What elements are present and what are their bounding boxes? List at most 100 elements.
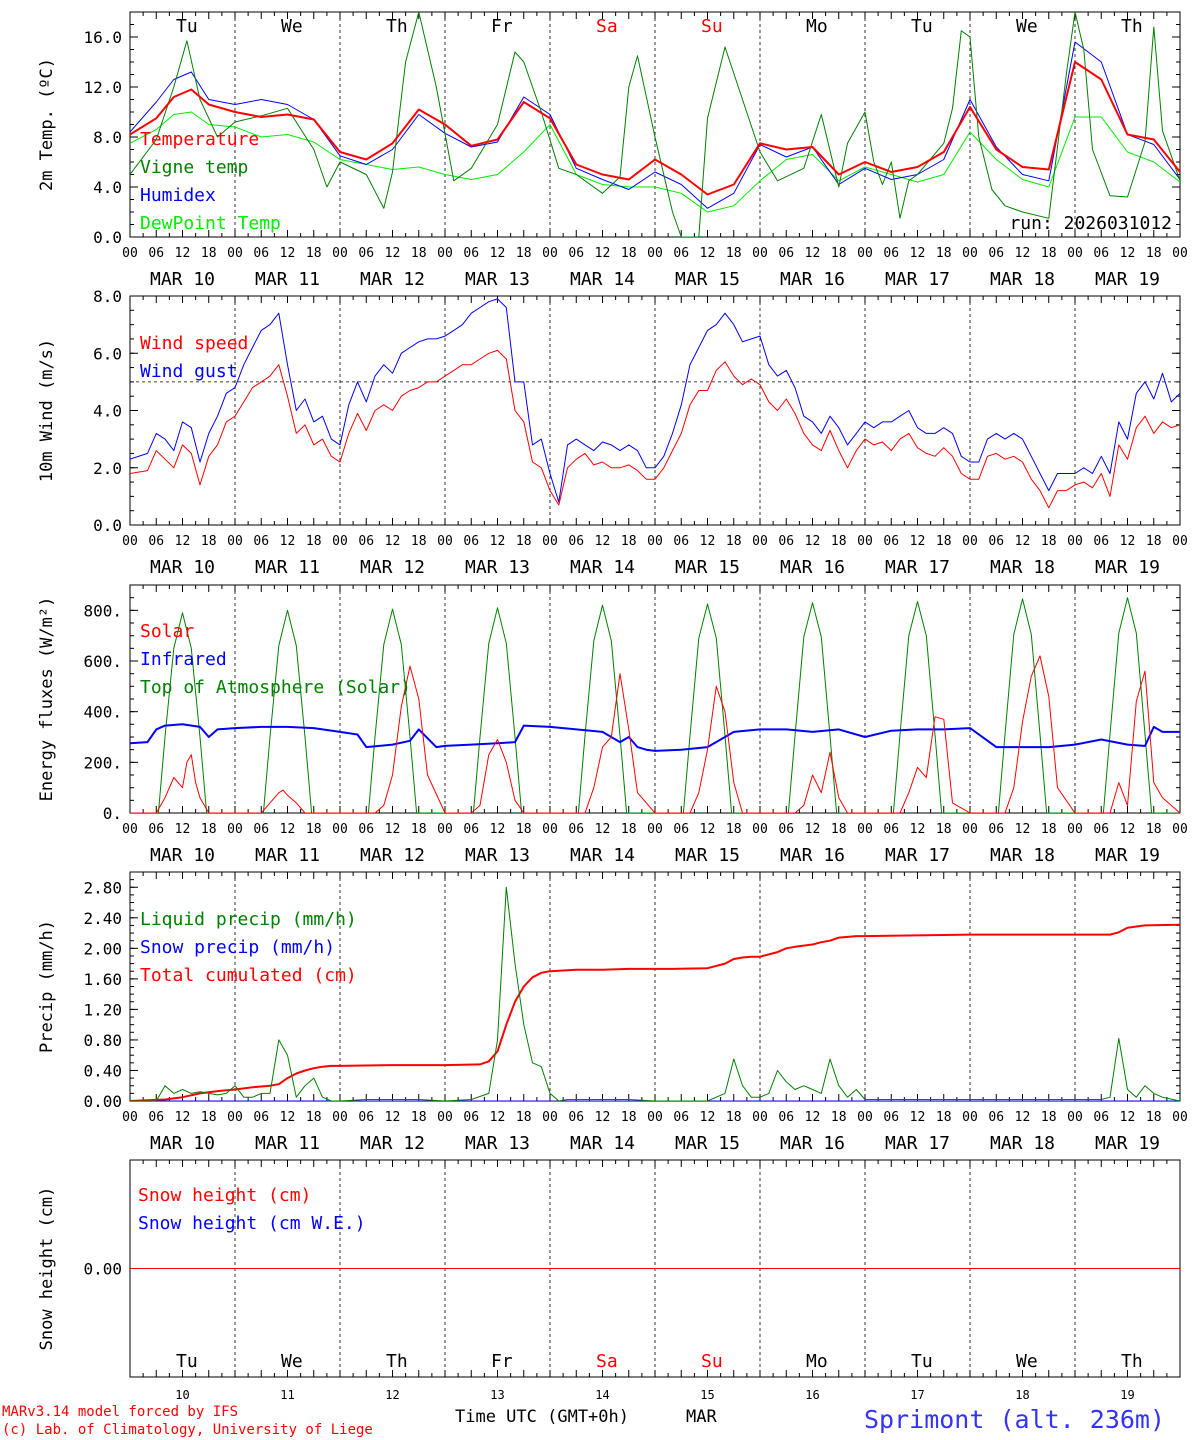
day-label: Fr — [491, 1351, 513, 1372]
hour-tick-label: 00 — [1172, 822, 1188, 837]
hour-tick-label: 06 — [883, 1110, 899, 1125]
hour-tick-label: 00 — [332, 1110, 348, 1125]
legend-entry: Snow height (cm W.E.) — [138, 1213, 366, 1234]
day-number-label: 14 — [595, 1388, 609, 1402]
y-tick-label: 1.60 — [83, 970, 122, 989]
day-label: Mo — [806, 1351, 828, 1372]
day-label: Sa — [596, 16, 618, 37]
hour-tick-label: 18 — [726, 534, 742, 549]
hour-tick-label: 06 — [988, 822, 1004, 837]
hour-tick-label: 00 — [332, 534, 348, 549]
date-label: MAR 11 — [255, 269, 320, 290]
date-label: MAR 15 — [675, 845, 740, 866]
y-axis-label: Snow height (cm) — [37, 1187, 57, 1351]
hour-tick-label: 18 — [411, 822, 427, 837]
series-total-cumulated-cm- — [130, 923, 1180, 1101]
x-axis-label: Time UTC (GMT+0h) — [455, 1407, 629, 1427]
hour-tick-label: 12 — [1015, 246, 1031, 261]
hour-tick-label: 18 — [516, 1110, 532, 1125]
hour-tick-label: 12 — [1120, 1110, 1136, 1125]
hour-tick-label: 00 — [122, 246, 138, 261]
hour-tick-label: 18 — [936, 534, 952, 549]
hour-tick-label: 12 — [700, 822, 716, 837]
hour-tick-label: 06 — [463, 822, 479, 837]
hour-tick-label: 06 — [568, 822, 584, 837]
hour-tick-label: 06 — [568, 1110, 584, 1125]
hour-tick-label: 00 — [1172, 246, 1188, 261]
series-solar — [130, 655, 1180, 813]
hour-tick-label: 12 — [1015, 822, 1031, 837]
hour-tick-label: 06 — [778, 1110, 794, 1125]
hour-tick-label: 12 — [490, 1110, 506, 1125]
hour-tick-label: 18 — [726, 822, 742, 837]
hour-tick-label: 06 — [778, 246, 794, 261]
hour-tick-label: 18 — [726, 1110, 742, 1125]
date-label: MAR 18 — [990, 845, 1055, 866]
y-tick-label: 8.0 — [93, 287, 122, 306]
hour-tick-label: 18 — [831, 1110, 847, 1125]
hour-tick-label: 00 — [437, 1110, 453, 1125]
date-label: MAR 19 — [1095, 1133, 1160, 1154]
hour-tick-label: 12 — [280, 246, 296, 261]
hour-tick-label: 12 — [910, 534, 926, 549]
hour-tick-label: 00 — [962, 534, 978, 549]
hour-tick-label: 12 — [490, 822, 506, 837]
hour-tick-label: 06 — [358, 822, 374, 837]
date-label: MAR 12 — [360, 1133, 425, 1154]
date-label: MAR 16 — [780, 845, 845, 866]
day-label: We — [281, 1351, 303, 1372]
hour-tick-label: 00 — [962, 246, 978, 261]
hour-tick-label: 00 — [437, 246, 453, 261]
hour-tick-label: 18 — [936, 1110, 952, 1125]
hour-tick-label: 18 — [306, 822, 322, 837]
date-label: MAR 10 — [150, 1133, 215, 1154]
day-label: We — [1016, 1351, 1038, 1372]
hour-tick-label: 06 — [673, 822, 689, 837]
legend-entry: Vigne temp — [140, 157, 248, 178]
hour-tick-label: 00 — [122, 534, 138, 549]
date-label: MAR 16 — [780, 1133, 845, 1154]
legend-entry: Total cumulated (cm) — [140, 965, 357, 986]
hour-tick-label: 12 — [490, 246, 506, 261]
legend-entry: Solar — [140, 621, 194, 642]
hour-tick-label: 18 — [621, 534, 637, 549]
hour-tick-label: 18 — [1146, 246, 1162, 261]
day-label: We — [281, 16, 303, 37]
day-number-label: 17 — [910, 1388, 924, 1402]
date-label: MAR 14 — [570, 557, 635, 578]
hour-tick-label: 06 — [883, 246, 899, 261]
hour-tick-label: 06 — [463, 246, 479, 261]
hour-tick-label: 00 — [1172, 534, 1188, 549]
hour-tick-label: 00 — [752, 534, 768, 549]
hour-tick-label: 06 — [883, 534, 899, 549]
hour-tick-label: 18 — [1041, 534, 1057, 549]
date-label: MAR 18 — [990, 269, 1055, 290]
hour-tick-label: 06 — [568, 246, 584, 261]
date-label: MAR 16 — [780, 269, 845, 290]
hour-tick-label: 00 — [437, 822, 453, 837]
date-label: MAR 13 — [465, 845, 530, 866]
y-tick-label: 16.0 — [83, 28, 122, 47]
hour-tick-label: 00 — [332, 822, 348, 837]
day-number-label: 18 — [1015, 1388, 1029, 1402]
hour-tick-label: 00 — [542, 534, 558, 549]
date-label: MAR 12 — [360, 269, 425, 290]
date-label: MAR 19 — [1095, 269, 1160, 290]
date-label: MAR 12 — [360, 557, 425, 578]
panel-precip: 0.00 0.40 0.80 1.20 1.60 2.00 2.40 2.80 Precip (… — [37, 871, 1188, 1154]
hour-tick-label: 00 — [227, 1110, 243, 1125]
y-tick-label: 0.0 — [93, 228, 122, 247]
hour-tick-label: 18 — [306, 534, 322, 549]
y-axis-label: 10m Wind (m/s) — [37, 339, 57, 482]
hour-tick-label: 00 — [122, 822, 138, 837]
legend-entry: Wind gust — [140, 361, 238, 382]
hour-tick-label: 00 — [857, 246, 873, 261]
hour-tick-label: 18 — [831, 534, 847, 549]
hour-tick-label: 12 — [805, 822, 821, 837]
y-tick-label: 200. — [83, 753, 122, 772]
hour-tick-label: 00 — [542, 1110, 558, 1125]
hour-tick-label: 12 — [1015, 534, 1031, 549]
station-title: Sprimont (alt. 236m) — [864, 1405, 1165, 1434]
hour-tick-label: 12 — [1120, 246, 1136, 261]
hour-tick-label: 06 — [1093, 246, 1109, 261]
